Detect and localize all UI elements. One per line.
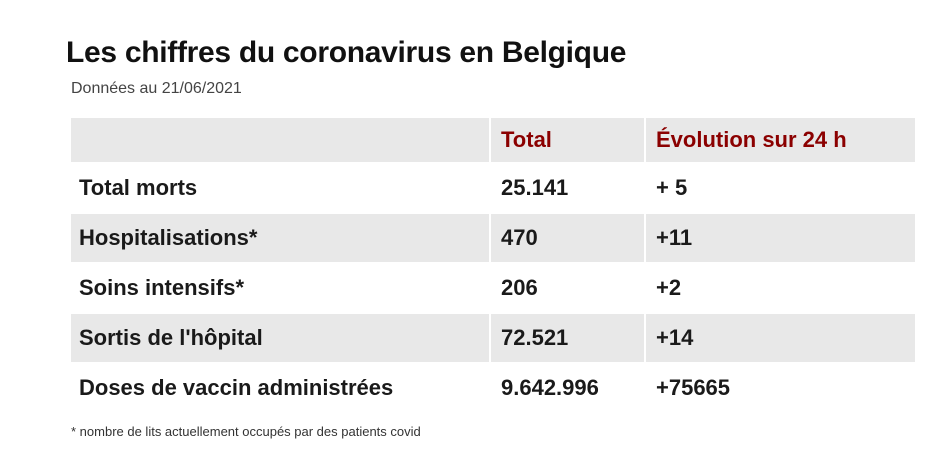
row-label: Sortis de l'hôpital: [79, 325, 263, 350]
row-label: Total morts: [79, 175, 198, 200]
table-row-discharged: Sortis de l'hôpital 72.521 +14: [71, 314, 915, 364]
row-label: Soins intensifs*: [79, 275, 245, 300]
row-label: Doses de vaccin administrées: [79, 375, 394, 400]
table-row-deaths: Total morts 25.141 + 5: [71, 164, 915, 214]
data-date-subtitle: Données au 21/06/2021: [71, 80, 242, 97]
row-evolution: +75665: [644, 364, 915, 412]
page-title: Les chiffres du coronavirus en Belgique: [66, 36, 627, 69]
row-evolution: +14: [644, 314, 915, 362]
row-total: 25.141: [489, 164, 644, 212]
stats-table: Total Évolution sur 24 h Total morts 25.…: [71, 118, 915, 414]
row-evolution: +2: [644, 264, 915, 312]
table-header-row: Total Évolution sur 24 h: [71, 118, 915, 164]
row-total: 9.642.996: [489, 364, 644, 412]
footnote: * nombre de lits actuellement occupés pa…: [71, 424, 421, 439]
header-evolution: Évolution sur 24 h: [644, 118, 915, 162]
row-total: 470: [489, 214, 644, 262]
header-label-cell: [71, 118, 489, 162]
table-row-hospitalisations: Hospitalisations* 470 +11: [71, 214, 915, 264]
row-total: 206: [489, 264, 644, 312]
row-total: 72.521: [489, 314, 644, 362]
row-evolution: + 5: [644, 164, 915, 212]
table-row-intensive-care: Soins intensifs* 206 +2: [71, 264, 915, 314]
row-label: Hospitalisations*: [79, 225, 258, 250]
header-total: Total: [489, 118, 644, 162]
table-row-vaccine-doses: Doses de vaccin administrées 9.642.996 +…: [71, 364, 915, 414]
row-evolution: +11: [644, 214, 915, 262]
